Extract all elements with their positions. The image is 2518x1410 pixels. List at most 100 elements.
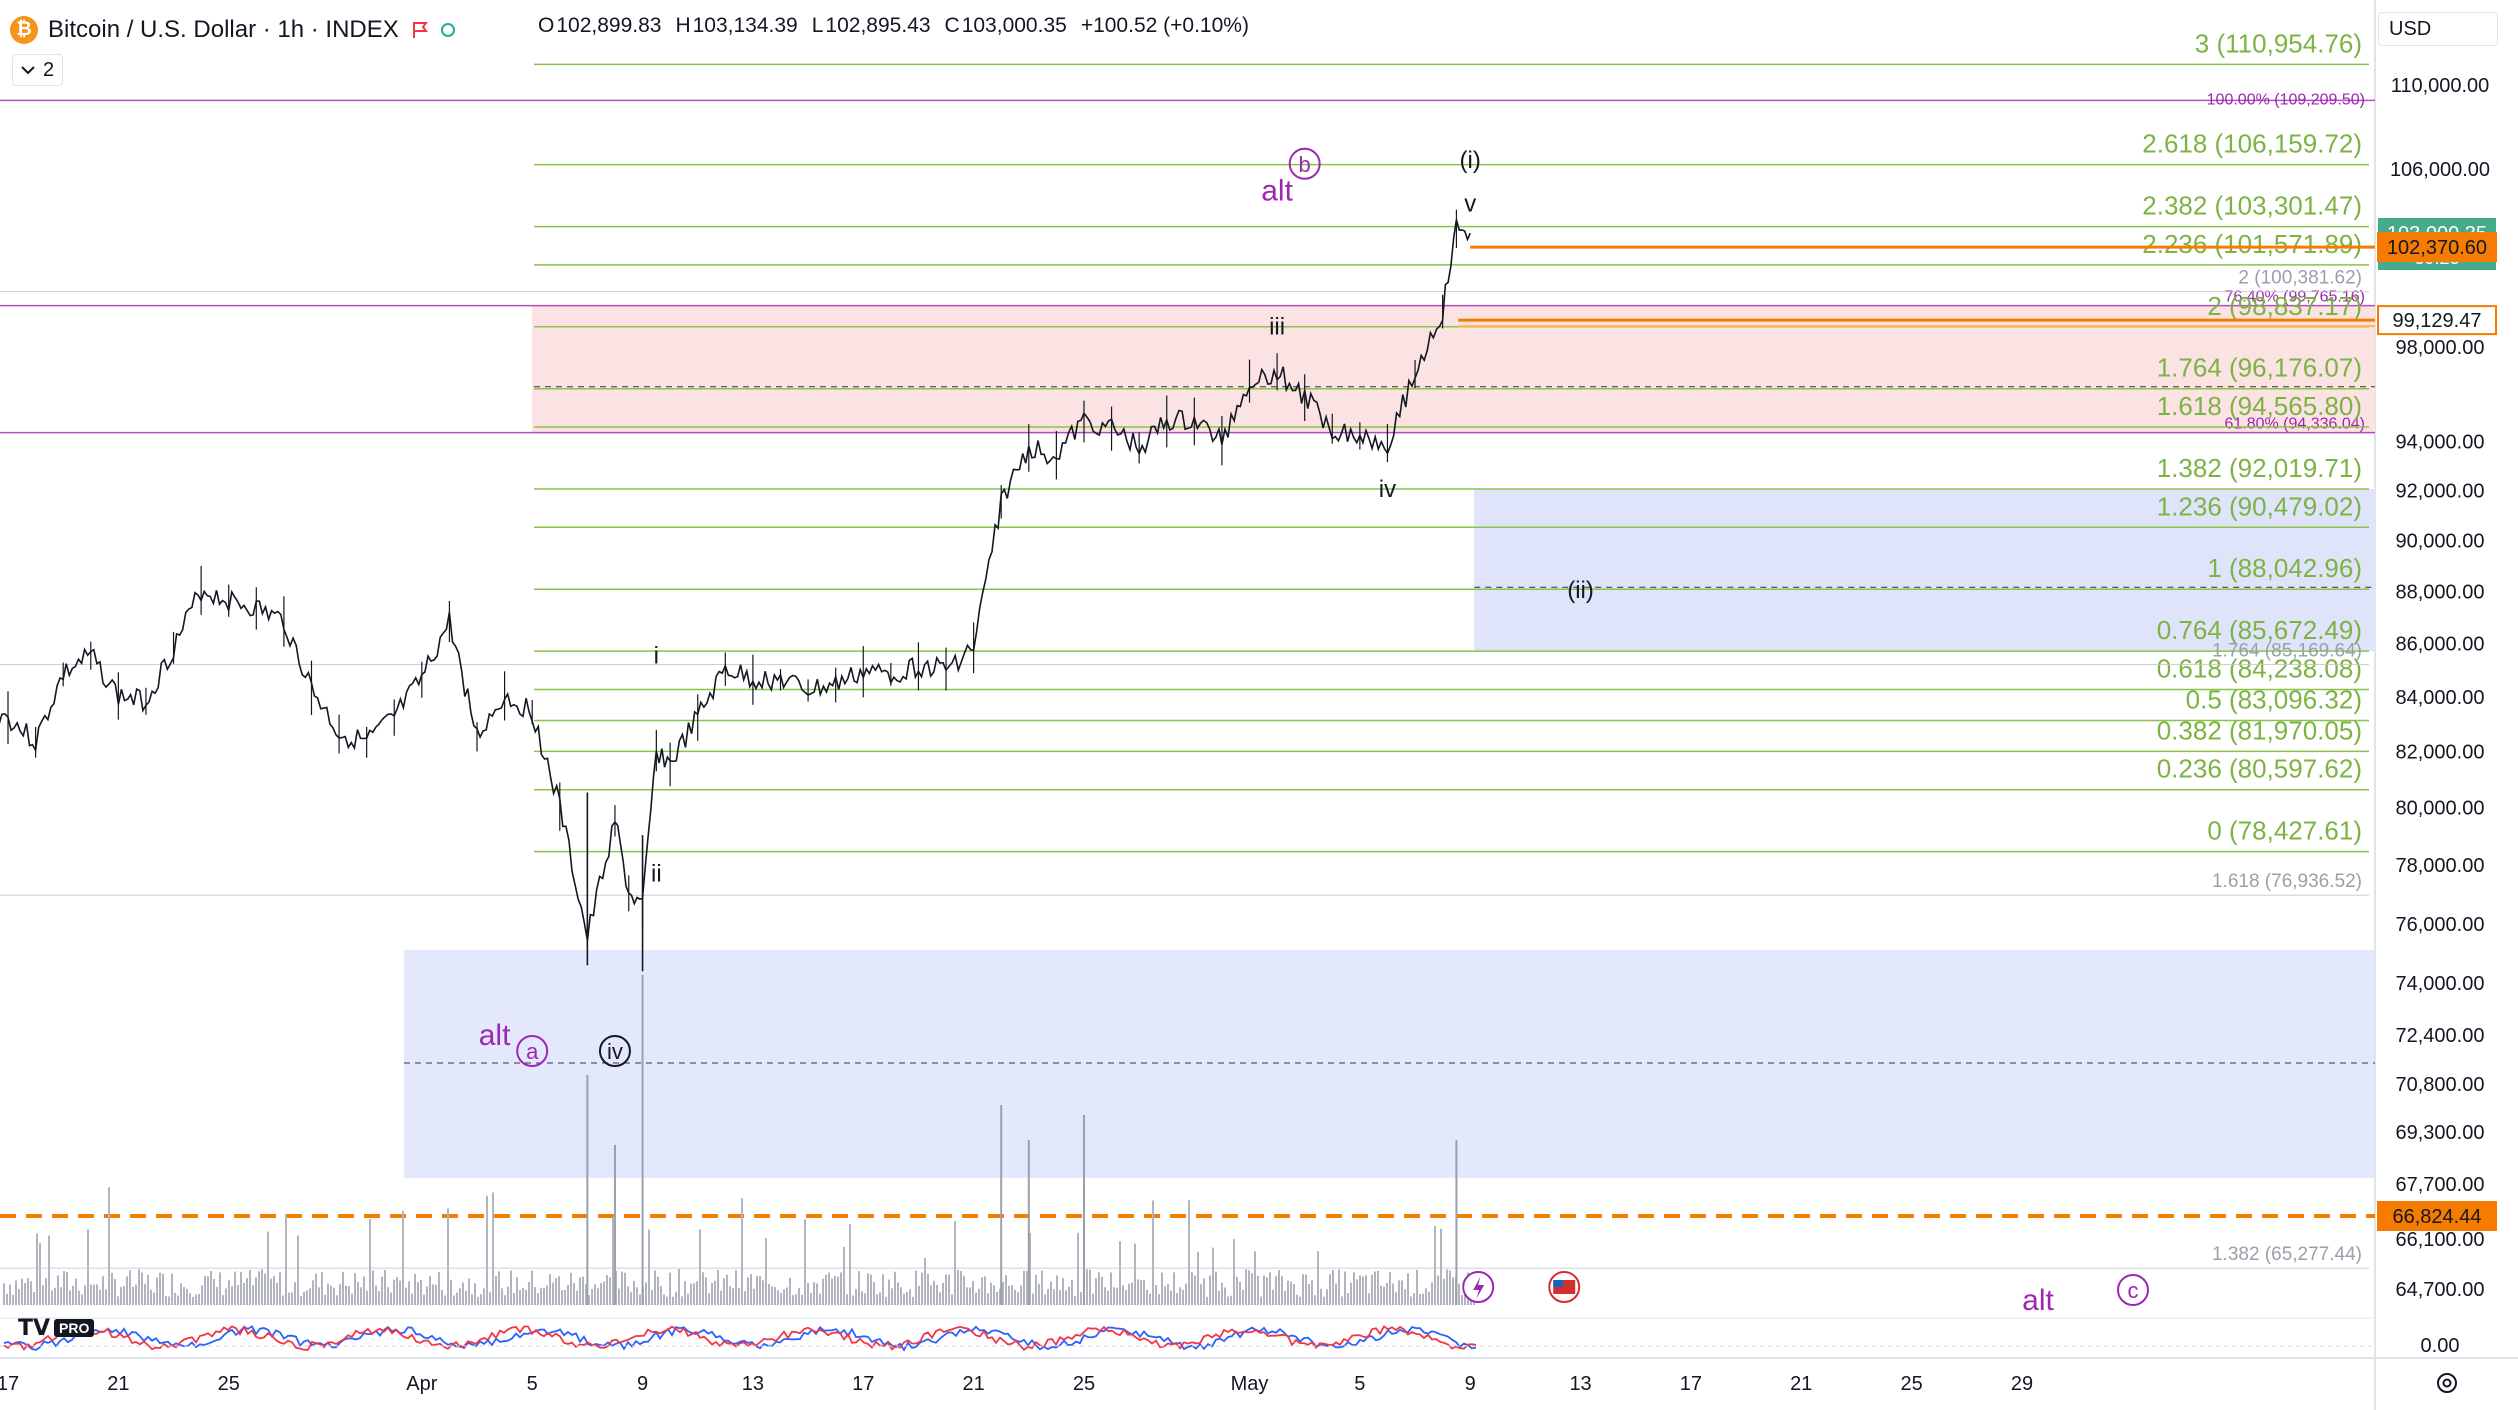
fib-level-label: 1 (88,042.96)	[2207, 553, 2362, 583]
wave-label: iii	[1269, 314, 1285, 341]
y-axis-tick: 82,000.00	[2396, 742, 2485, 764]
x-axis-tick: 9	[1465, 1373, 1476, 1395]
y-axis-tick: 66,100.00	[2396, 1229, 2485, 1251]
open-value: 102,899.83	[556, 14, 662, 37]
x-axis-tick: 5	[527, 1373, 538, 1395]
tradingview-logo: TV PRO	[18, 1315, 95, 1341]
close-label: C	[944, 14, 960, 37]
y-axis-tick: 74,000.00	[2396, 973, 2485, 995]
currency-selector[interactable]: USD	[2378, 12, 2498, 46]
y-axis-tick: 88,000.00	[2396, 581, 2485, 603]
pro-badge: PRO	[54, 1319, 95, 1337]
x-axis-tick: 25	[1901, 1373, 1923, 1395]
logo-text: TV	[18, 1315, 51, 1341]
x-axis-tick: Apr	[406, 1373, 437, 1395]
minor-level-label: 2 (100,381.62)	[2238, 268, 2362, 289]
oscillator-axis-tick: 0.00	[2421, 1335, 2460, 1357]
wave-label: (ii)	[1567, 577, 1594, 604]
ohlc-readout: O102,899.83 H103,134.39 L102,895.43 C103…	[538, 14, 1249, 38]
minor-level-label: 1.764 (85,169.64)	[2212, 641, 2362, 662]
y-axis-tick: 90,000.00	[2396, 530, 2485, 552]
fib-level-label: 1.618 (94,565.80)	[2157, 391, 2362, 421]
indicator-count: 2	[43, 58, 55, 81]
y-axis-tick: 92,000.00	[2396, 480, 2485, 502]
wave-label: ii	[651, 861, 662, 888]
fib-level-label: 0.5 (83,096.32)	[2186, 684, 2362, 714]
oscillator-line-slow	[3, 1325, 1477, 1352]
wave-circle	[1288, 147, 1321, 180]
y-axis-tick: 86,000.00	[2396, 634, 2485, 656]
bitcoin-icon: ₿	[10, 16, 38, 44]
y-axis-tick: 76,000.00	[2396, 914, 2485, 936]
fib-level-label: 3 (110,954.76)	[2195, 28, 2362, 58]
wave-label: a	[526, 1039, 539, 1064]
chart-settings-button[interactable]	[2430, 1366, 2464, 1400]
market-status-icon[interactable]	[440, 23, 455, 37]
y-axis-tick: 78,000.00	[2396, 855, 2485, 877]
x-axis-tick: 17	[0, 1373, 19, 1395]
fib-level-label: 1.764 (96,176.07)	[2157, 353, 2362, 383]
x-axis-tick: 21	[1790, 1373, 1812, 1395]
x-axis-tick: 25	[1073, 1373, 1095, 1395]
x-axis-tick: 5	[1354, 1373, 1365, 1395]
wave-label: iv	[607, 1039, 623, 1064]
change-value: +100.52 (+0.10%)	[1080, 14, 1249, 37]
gear-icon	[2437, 1373, 2457, 1393]
y-axis-tick: 98,000.00	[2396, 337, 2485, 359]
flag-canton	[1553, 1280, 1564, 1287]
low-value: 102,895.43	[825, 14, 931, 37]
x-axis-tick: 9	[637, 1373, 648, 1395]
y-axis-tick: 110,000.00	[2391, 75, 2490, 97]
price-tag-value: 66,824.44	[2393, 1206, 2482, 1228]
indicators-toggle[interactable]: 2	[12, 54, 64, 86]
support-zone	[404, 950, 2375, 1178]
fib-level-label: 1.382 (92,019.71)	[2157, 453, 2362, 483]
price-tag	[2377, 305, 2497, 336]
fib-level-label: 1.236 (90,479.02)	[2157, 491, 2362, 521]
x-axis-tick: 13	[1569, 1373, 1591, 1395]
y-axis-tick: 106,000.00	[2390, 159, 2490, 181]
minor-level-label: 1.382 (65,277.44)	[2212, 1244, 2362, 1265]
y-axis-tick: 64,700.00	[2396, 1279, 2485, 1301]
wave-circle	[2117, 1274, 2149, 1306]
price-tag-value: 99,129.47	[2393, 310, 2482, 332]
purple-level-label: 61.80% (94,336.04)	[2224, 416, 2365, 433]
purple-level-label: 76.40% (99,765.16)	[2224, 289, 2365, 306]
oscillator-line-fast	[3, 1325, 1477, 1352]
low-label: L	[811, 14, 824, 37]
wave-circle	[516, 1035, 549, 1067]
y-axis-tick: 94,000.00	[2396, 432, 2485, 454]
lightning-glyph	[1473, 1277, 1485, 1299]
price-tag	[2377, 1201, 2497, 1231]
y-axis-tick: 84,000.00	[2396, 687, 2485, 709]
x-axis-tick: 17	[1680, 1373, 1702, 1395]
purple-level-label: 100.00% (109,209.50)	[2207, 91, 2365, 108]
x-axis-tick: 29	[2011, 1373, 2033, 1395]
resistance-zone	[532, 305, 2375, 433]
wave-circle	[598, 1035, 631, 1067]
price-tag-value: 102,370.60	[2387, 237, 2487, 259]
x-axis-tick: 17	[852, 1373, 874, 1395]
fib-level-label: 2 (98,837.17)	[2207, 291, 2362, 321]
price-tag	[2377, 232, 2497, 263]
x-axis-tick: 21	[962, 1373, 984, 1395]
fib-level-label: 0.764 (85,672.49)	[2157, 615, 2362, 645]
fib-level-label: 2.236 (101,571.89)	[2142, 229, 2362, 259]
chart-title[interactable]: Bitcoin / U.S. Dollar · 1h · INDEX	[48, 16, 399, 43]
fib-level-label: 0.618 (84,238.08)	[2157, 653, 2362, 683]
x-axis-tick: 13	[742, 1373, 764, 1395]
x-axis-tick: May	[1231, 1373, 1269, 1395]
open-label: O	[538, 14, 555, 37]
alt-label: alt	[479, 1019, 511, 1052]
chart-header: ₿ Bitcoin / U.S. Dollar · 1h · INDEX	[10, 10, 455, 50]
y-axis-tick: 72,400.00	[2396, 1025, 2485, 1047]
flag-icon[interactable]	[409, 19, 431, 41]
alt-label: alt	[1261, 174, 1293, 207]
target-zone-ii	[1474, 488, 2375, 652]
high-value: 103,134.39	[692, 14, 798, 37]
minor-level-label: 1.618 (76,936.52)	[2212, 871, 2362, 892]
y-axis-tick: 67,700.00	[2396, 1174, 2485, 1196]
fib-level-label: 2.382 (103,301.47)	[2142, 191, 2362, 221]
